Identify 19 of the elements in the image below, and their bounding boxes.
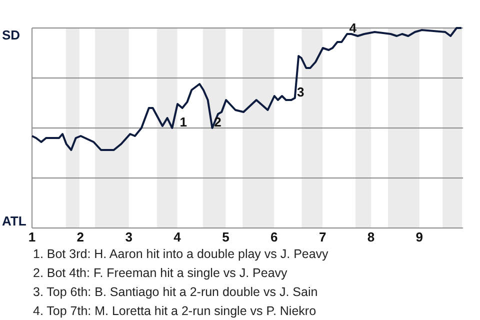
annotation: 3: [296, 84, 304, 100]
annotation: 2: [214, 114, 222, 130]
text: 3. Top 6th: B. Santiago hit a 2-run double vs J. Sain: [33, 285, 318, 299]
x-tick-label: 2: [76, 230, 84, 244]
x-tick-label: 8: [367, 230, 375, 244]
x-tick-label: 1: [28, 230, 36, 244]
x-tick-label: 3: [125, 230, 132, 244]
annotation: 4: [349, 20, 358, 36]
annotation: 1: [180, 114, 187, 130]
text: 2. Bot 4th: F. Freeman hit a single vs J. Peavy: [33, 266, 288, 280]
x-tick-label: 7: [318, 230, 326, 244]
x-tick-label: 6: [270, 230, 278, 244]
x-tick-label: 4: [174, 230, 182, 244]
text: 4. Top 7th: M. Loretta hit a 2-run single vs P. Niekro: [33, 304, 316, 318]
text: SD: [2, 28, 20, 43]
text: 1. Bot 3rd: H. Aaron hit into a double play vs J. Peavy: [33, 247, 330, 261]
x-tick-label: 9: [416, 230, 424, 244]
x-tick-label: 5: [222, 230, 230, 244]
text: ATL: [2, 213, 26, 228]
